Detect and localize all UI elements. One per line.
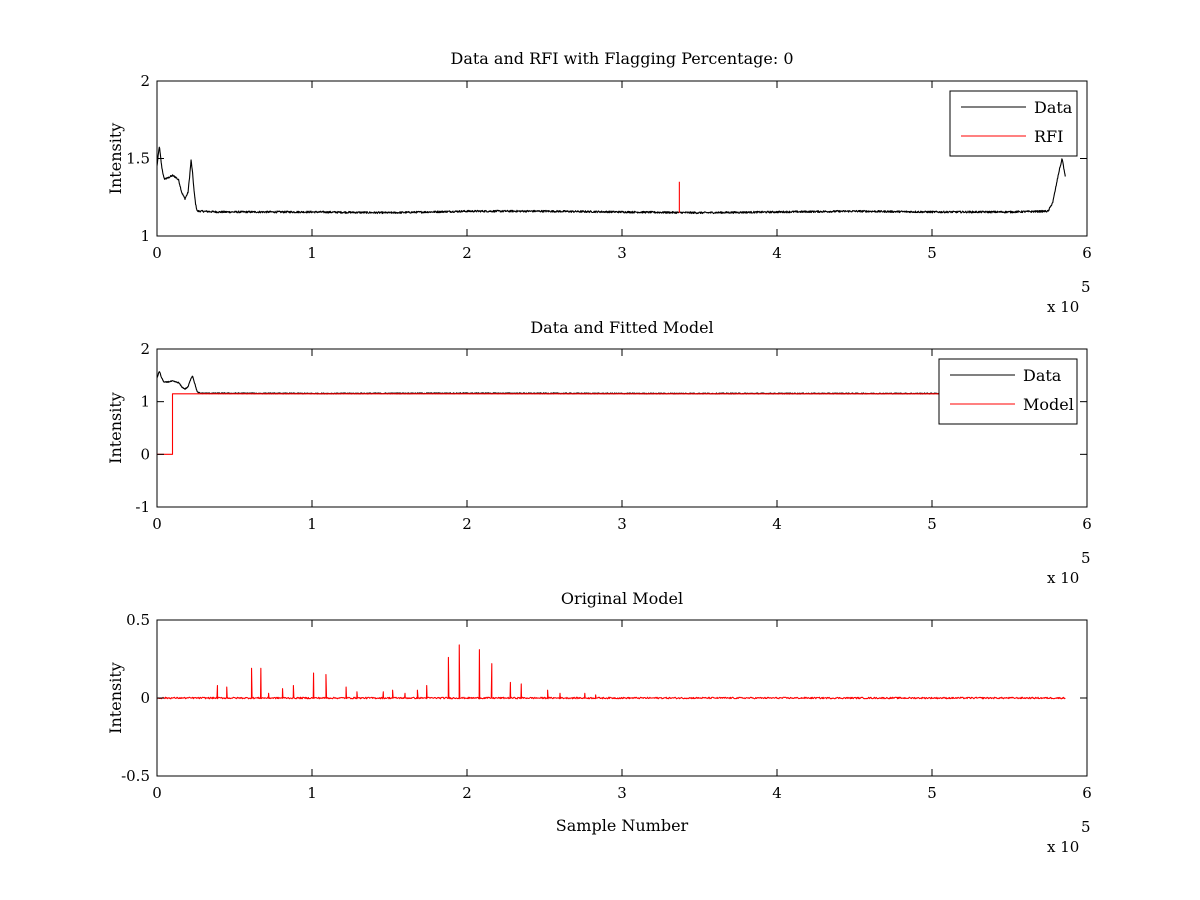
y-axis-label: Intensity [106,392,125,464]
x-tick-label: 4 [772,244,782,262]
x-tick-label: 6 [1082,515,1092,533]
axes-box [156,348,1088,508]
y-tick-label: 1 [140,393,150,411]
legend-label-data: Data [1034,98,1073,117]
x-tick-label: 4 [772,515,782,533]
y-tick-label: 0 [140,689,150,707]
y-tick-label: -0.5 [121,767,150,785]
legend-label-data: Data [1023,366,1062,385]
chart-title: Data and Fitted Model [530,318,713,337]
x-tick-label: 6 [1082,784,1092,802]
x-tick-label: 5 [927,515,937,533]
series-line-model [157,644,1066,700]
y-tick-label: -1 [135,498,150,516]
y-axis-label: Intensity [106,123,125,195]
x-tick-label: 1 [307,784,317,802]
series-line-data [157,146,1066,215]
x-tick-label: 0 [152,784,162,802]
y-tick-label: 2 [140,340,150,358]
x-tick-label: 6 [1082,244,1092,262]
x-tick-label: 2 [462,244,472,262]
x-tick-label: 1 [307,244,317,262]
x-multiplier: x 10 [1047,298,1079,316]
x-tick-label: 2 [462,515,472,533]
y-tick-label: 1 [140,227,150,245]
x-axis-label: Sample Number [556,816,689,835]
plot-area [157,371,1066,455]
x-multiplier-exponent: 5 [1081,818,1091,836]
chart-title: Data and RFI with Flagging Percentage: 0 [450,49,793,68]
legend-box [949,90,1078,157]
legend-label-model: Model [1023,395,1074,414]
x-tick-label: 0 [152,244,162,262]
y-axis-label: Intensity [106,662,125,734]
legend: Data RFI [949,90,1078,157]
x-tick-label: 0 [152,515,162,533]
x-tick-label: 4 [772,784,782,802]
legend: Data Model [938,358,1078,425]
x-multiplier-exponent: 5 [1081,278,1091,296]
x-tick-label: 1 [307,515,317,533]
x-multiplier: x 10 [1047,569,1079,587]
x-tick-label: 5 [927,784,937,802]
x-multiplier-exponent: 5 [1081,549,1091,567]
series-line-model [157,393,1066,455]
x-tick-label: 3 [617,784,627,802]
legend-box [938,358,1078,425]
y-tick-label: 0.5 [126,611,150,629]
x-multiplier: x 10 [1047,838,1079,856]
x-tick-label: 3 [617,515,627,533]
x-tick-label: 3 [617,244,627,262]
plot-area [157,146,1066,215]
plot-area [157,644,1066,700]
y-tick-label: 1.5 [126,150,150,168]
chart-title: Original Model [561,589,683,608]
y-tick-label: 0 [140,445,150,463]
x-tick-label: 2 [462,784,472,802]
legend-label-rfi: RFI [1034,127,1063,146]
y-tick-label: 2 [140,72,150,90]
x-tick-label: 5 [927,244,937,262]
axes-box [156,80,1088,237]
